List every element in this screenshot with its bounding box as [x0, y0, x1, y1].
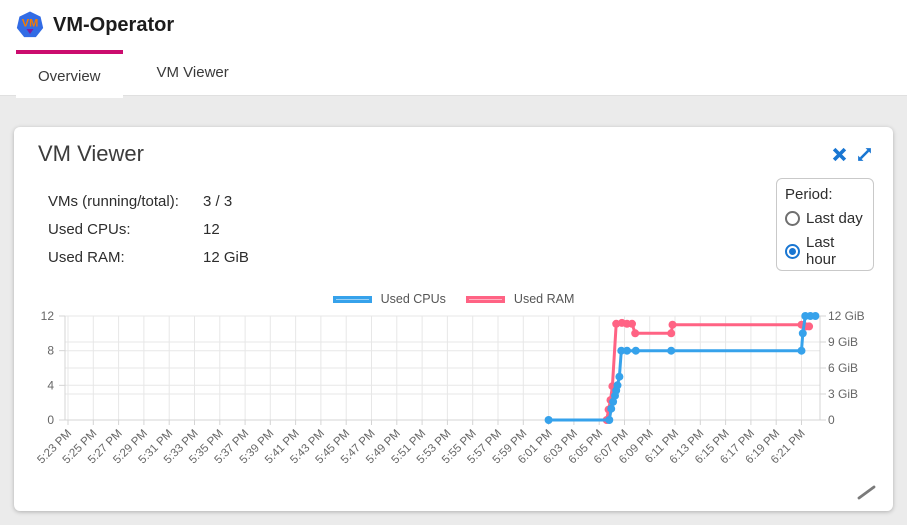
expand-icon — [857, 147, 871, 161]
tab-label: Overview — [38, 67, 101, 85]
content-area: VM Viewer VMs (running/total): 3 / 3 Used … — [0, 96, 907, 525]
app-header: VM VM-Operator — [0, 0, 907, 50]
svg-text:VM: VM — [22, 18, 39, 30]
y-right-tick-label: 3 GiB — [828, 387, 858, 401]
legend-label: Used CPUs — [380, 292, 446, 306]
y-right-tick-label: 9 GiB — [828, 335, 858, 349]
data-point — [811, 312, 820, 320]
data-point — [609, 397, 618, 406]
data-point — [667, 329, 676, 338]
series-line — [605, 321, 811, 422]
stat-value: 3 / 3 — [203, 192, 233, 210]
data-point — [628, 319, 636, 328]
data-point — [607, 404, 616, 413]
vm-operator-logo-icon: VM — [16, 11, 44, 38]
chart-legend: Used CPUs Used RAM — [14, 292, 893, 306]
stats-table: VMs (running/total): 3 / 3 Used CPUs: 12 Use… — [48, 187, 249, 271]
data-point — [631, 346, 640, 355]
series-used-ram — [602, 318, 814, 424]
radio-option-last-hour[interactable]: Last hour — [785, 234, 865, 268]
y-left-tick-label: 12 — [41, 309, 55, 323]
legend-swatch — [332, 295, 372, 303]
series-used-cpus — [544, 312, 820, 424]
data-point — [668, 320, 677, 329]
stat-label: Used RAM: — [48, 248, 125, 266]
tab-label: VM Viewer — [156, 64, 229, 81]
chart-container: 5:23 PM 5:25 PM 5:27 PM 5:29 PM 5:31 PM 5:33 … — [14, 295, 893, 511]
app-title: VM-Operator — [53, 13, 175, 36]
radio-option-last-day[interactable]: Last day — [785, 210, 865, 227]
y-left-tick-label: 0 — [47, 413, 54, 427]
stat-row-vms-running-total: VMs (running/total): 3 / 3 — [48, 187, 249, 215]
y-right-tick-label: 0 — [828, 413, 835, 427]
data-point — [797, 346, 806, 355]
tab-bar: Overview VM Viewer — [0, 50, 907, 98]
period-label: Period: — [785, 186, 833, 203]
data-point — [605, 416, 614, 424]
legend-swatch — [465, 295, 505, 303]
legend-item-used-ram[interactable]: Used RAM — [465, 292, 575, 306]
close-button[interactable] — [830, 145, 848, 163]
data-point — [613, 381, 622, 390]
period-fieldset: Period: Last day Last hour — [776, 178, 874, 271]
expand-button[interactable] — [855, 145, 873, 163]
panel-controls — [830, 145, 873, 163]
chart-axes — [59, 315, 826, 425]
data-point — [667, 346, 676, 355]
data-point — [617, 346, 626, 355]
stat-row-used-ram: Used RAM: 12 GiB — [48, 243, 249, 271]
data-point — [631, 329, 640, 338]
close-icon — [832, 147, 846, 161]
radio-label: Last day — [806, 210, 863, 227]
y-right-tick-label: 12 GiB — [828, 309, 865, 323]
resize-grip-icon — [857, 485, 876, 500]
y-left-tick-label: 4 — [47, 378, 54, 392]
usage-chart[interactable]: 5:23 PM5:25 PM5:27 PM5:29 PM5:31 PM5:33 … — [14, 295, 893, 511]
data-point — [798, 329, 807, 338]
vm-viewer-panel: VM Viewer VMs (running/total): 3 / 3 Used … — [14, 127, 893, 511]
chart-tick-labels: 5:23 PM5:25 PM5:27 PM5:29 PM5:31 PM5:33 … — [35, 309, 864, 466]
chart-gridlines — [65, 315, 820, 421]
radio-label: Last hour — [806, 234, 837, 268]
legend-item-used-cpus[interactable]: Used CPUs — [332, 292, 446, 306]
radio-checked-icon — [785, 243, 800, 259]
resize-handle[interactable] — [857, 485, 876, 505]
tab-vm-viewer[interactable]: VM Viewer — [135, 50, 251, 95]
stat-label: VMs (running/total): — [48, 192, 179, 210]
tab-overview[interactable]: Overview — [16, 50, 123, 98]
data-point — [544, 416, 553, 424]
y-right-tick-label: 6 GiB — [828, 361, 858, 375]
data-point — [805, 322, 814, 331]
legend-label: Used RAM — [513, 292, 575, 306]
stat-row-used-cpus: Used CPUs: 12 — [48, 215, 249, 243]
stat-value: 12 — [203, 220, 220, 238]
data-point — [623, 346, 631, 355]
stat-label: Used CPUs: — [48, 220, 131, 238]
radio-unchecked-icon — [785, 211, 800, 226]
y-left-tick-label: 8 — [47, 344, 54, 358]
data-point — [615, 372, 624, 381]
stat-value: 12 GiB — [203, 248, 249, 266]
panel-title: VM Viewer — [38, 141, 144, 166]
